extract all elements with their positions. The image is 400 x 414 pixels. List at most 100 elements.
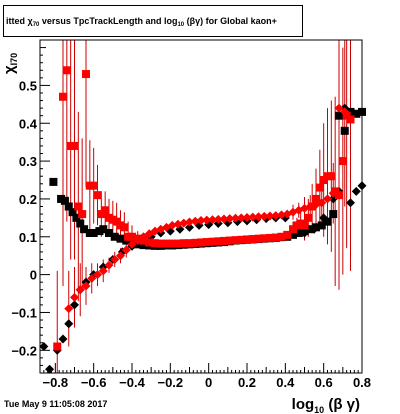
red-square-point	[260, 234, 269, 243]
chart-title: itted χ70 versus TpcTrackLength and log1…	[3, 5, 303, 37]
x-tick-label: −0.6	[81, 375, 107, 390]
red-diamond-point	[271, 211, 281, 221]
red-square-point	[156, 239, 165, 248]
black-diamond-point	[351, 186, 361, 196]
red-square-point	[59, 92, 67, 101]
x-tick-label: −0.4	[119, 375, 145, 390]
x-tick-label: 0.4	[276, 375, 295, 390]
red-square-point	[231, 236, 240, 245]
black-square-point	[49, 177, 58, 186]
red-square-point	[202, 238, 211, 247]
black-square-point	[294, 228, 303, 237]
y-tick-label: 0	[30, 268, 37, 283]
y-ticks-layer: −0.2 −0.1 0 0.1 0.2 0.3 0.4 0.5	[11, 39, 50, 374]
y-axis-title: χI70	[1, 53, 19, 74]
red-square-point	[53, 342, 62, 351]
black-square-point	[352, 109, 361, 118]
red-diamond-point	[196, 216, 206, 226]
red-square-point	[225, 236, 234, 245]
title-symbol: χ	[27, 16, 33, 26]
red-diamond-point	[328, 188, 338, 198]
black-diamond-point	[185, 222, 194, 232]
black-square-point	[72, 213, 81, 222]
x-tick-label: 0.6	[315, 375, 333, 390]
red-square-point	[197, 238, 205, 247]
title-prefix: itted	[6, 16, 25, 26]
red-diamond-point	[236, 213, 246, 223]
black-square-point	[99, 225, 108, 234]
red-diamond-point	[242, 212, 252, 222]
red-square-point	[93, 191, 102, 200]
black-square-point	[80, 225, 89, 234]
y-tick-label: −0.1	[11, 305, 37, 320]
red-square-point	[168, 239, 177, 248]
red-square-point	[315, 183, 324, 192]
red-square-point	[243, 235, 251, 244]
red-diamond-point	[167, 220, 177, 230]
y-tick-label: 0.4	[19, 116, 38, 131]
red-diamond-point	[127, 239, 137, 249]
x-axis-title: log10 (β γ)	[292, 396, 360, 414]
red-square-point	[237, 235, 246, 244]
black-square-point	[64, 202, 73, 211]
red-square-point	[151, 239, 159, 248]
red-diamond-point	[98, 266, 108, 276]
red-diamond-point	[225, 214, 235, 224]
title-symbol-sub: 70	[32, 22, 40, 28]
black-square-point	[139, 241, 148, 250]
red-diamond-point	[133, 236, 143, 246]
black-diamond-point	[309, 224, 319, 234]
red-square-point	[300, 221, 309, 230]
black-square-point	[60, 196, 69, 205]
red-diamond-point	[87, 273, 97, 283]
red-diamond-point	[202, 215, 212, 225]
markers-layer	[39, 66, 367, 374]
x-tick-label: −0.2	[157, 375, 183, 390]
title-log-sub: 10	[177, 22, 185, 28]
red-square-point	[346, 115, 355, 124]
red-square-point	[82, 70, 90, 79]
black-square-point	[329, 210, 338, 219]
red-square-point	[254, 234, 263, 243]
black-square-point	[116, 234, 125, 243]
red-diamond-point	[121, 245, 131, 255]
red-diamond-point	[254, 212, 263, 222]
timestamp: Tue May 9 11:05:08 2017	[4, 399, 108, 409]
red-diamond-point	[64, 304, 74, 314]
red-square-point	[145, 238, 154, 247]
red-square-point	[338, 157, 347, 166]
x-axis-title-sub: 10	[314, 405, 324, 414]
black-square-point	[317, 221, 326, 230]
red-square-point	[78, 210, 87, 219]
red-diamond-point	[340, 107, 350, 117]
black-square-point	[323, 217, 332, 226]
red-diamond-point	[213, 214, 223, 224]
red-diamond-point	[317, 198, 327, 208]
y-tick-label: 0.1	[19, 230, 37, 245]
red-diamond-point	[208, 215, 217, 225]
y-tick-label: 0.3	[19, 154, 37, 169]
red-square-point	[277, 232, 286, 241]
red-square-point	[266, 233, 274, 242]
y-tick-label: 0.2	[19, 192, 37, 207]
red-diamond-point	[70, 292, 79, 302]
red-square-point	[191, 238, 200, 247]
x-axis-title-tail: (β γ)	[324, 396, 360, 413]
red-square-point	[162, 239, 171, 248]
x-tick-label: 0.2	[238, 375, 256, 390]
red-square-point	[214, 237, 223, 246]
black-diamond-point	[58, 334, 68, 344]
red-diamond-point	[116, 251, 125, 261]
red-diamond-point	[173, 219, 183, 229]
red-square-point	[74, 202, 83, 211]
title-suffix: (βγ) for Global kaon+	[186, 16, 277, 26]
black-square-point	[289, 230, 297, 239]
red-diamond-point	[323, 194, 332, 204]
red-square-point	[89, 181, 98, 190]
black-square-point	[335, 111, 343, 120]
red-square-point	[312, 194, 320, 203]
red-diamond-point	[277, 210, 286, 220]
y-axis-title-sub: I70	[9, 53, 19, 66]
